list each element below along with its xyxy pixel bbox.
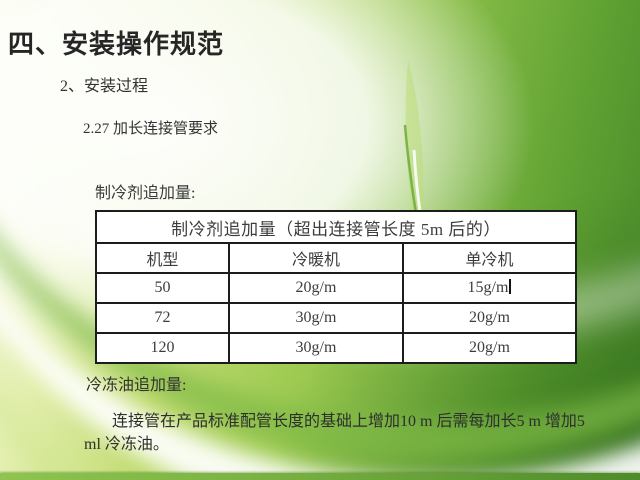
table-title-row: 制冷剂追加量（超出连接管长度 5m 后的） <box>95 210 577 244</box>
refrigerant-label: 制冷剂追加量: <box>95 185 196 202</box>
body-text-line-2: ml 冷冻油。 <box>84 436 169 453</box>
oil-label: 冷冻油追加量: <box>86 377 187 394</box>
section-heading: 2.27 加长连接管要求 <box>83 121 219 137</box>
table-row: 50 20g/m 15g/m <box>95 272 577 304</box>
cell-72-coolonly: 20g/m <box>402 302 577 334</box>
column-header-coolonly: 单冷机 <box>402 242 577 274</box>
table-row: 120 30g/m 20g/m <box>95 332 577 364</box>
body-text-line-1: 连接管在产品标准配管长度的基础上增加10 m 后需每加长5 m 增加5 <box>112 413 585 430</box>
text-cursor <box>509 279 512 294</box>
cell-120-heatpump: 30g/m <box>228 332 404 364</box>
cell-50-coolonly-value: 15g/m <box>467 279 509 296</box>
cell-50-heatpump: 20g/m <box>228 272 404 304</box>
column-header-model: 机型 <box>95 242 230 274</box>
cell-50-coolonly[interactable]: 15g/m <box>402 272 577 304</box>
bottom-strip <box>0 473 640 480</box>
cell-model-72: 72 <box>95 302 230 334</box>
cell-72-heatpump: 30g/m <box>228 302 404 334</box>
column-header-heatpump: 冷暖机 <box>228 242 404 274</box>
slide-title: 四、安装操作规范 <box>8 30 225 59</box>
table-row: 72 30g/m 20g/m <box>95 302 577 334</box>
cell-120-coolonly: 20g/m <box>402 332 577 364</box>
cell-model-120: 120 <box>95 332 230 364</box>
cell-model-50: 50 <box>95 272 230 304</box>
table-title-cell: 制冷剂追加量（超出连接管长度 5m 后的） <box>95 210 577 244</box>
slide-subtitle: 2、安装过程 <box>60 78 149 95</box>
refrigerant-table: 制冷剂追加量（超出连接管长度 5m 后的） 机型 冷暖机 单冷机 50 20g/… <box>95 210 577 364</box>
table-header-row: 机型 冷暖机 单冷机 <box>95 242 577 274</box>
